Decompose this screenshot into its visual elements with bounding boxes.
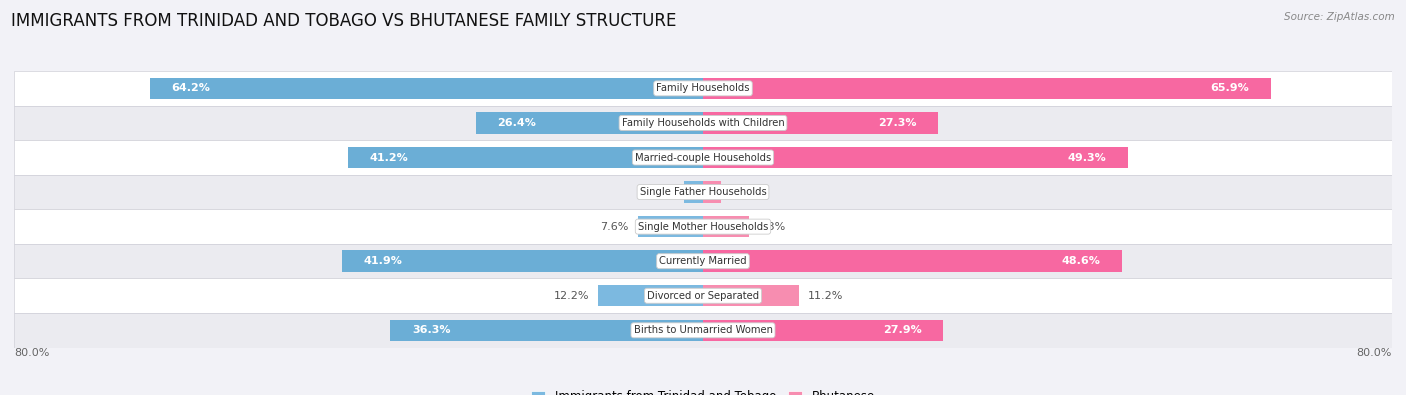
Bar [349,147,703,168]
Bar [703,250,1122,272]
Text: 65.9%: 65.9% [1211,83,1249,93]
FancyBboxPatch shape [14,244,1392,278]
FancyBboxPatch shape [14,209,1392,244]
Text: Married-couple Households: Married-couple Households [636,152,770,162]
Legend: Immigrants from Trinidad and Tobago, Bhutanese: Immigrants from Trinidad and Tobago, Bhu… [531,389,875,395]
Text: 26.4%: 26.4% [498,118,536,128]
Bar [703,285,800,307]
Text: 5.3%: 5.3% [758,222,786,231]
Bar [685,181,703,203]
Text: 49.3%: 49.3% [1067,152,1107,162]
Text: Currently Married: Currently Married [659,256,747,266]
Bar [703,320,943,341]
Text: IMMIGRANTS FROM TRINIDAD AND TOBAGO VS BHUTANESE FAMILY STRUCTURE: IMMIGRANTS FROM TRINIDAD AND TOBAGO VS B… [11,12,676,30]
Text: Births to Unmarried Women: Births to Unmarried Women [634,325,772,335]
Text: Family Households with Children: Family Households with Children [621,118,785,128]
Bar [703,216,748,237]
Text: 64.2%: 64.2% [172,83,211,93]
FancyBboxPatch shape [14,140,1392,175]
Bar [598,285,703,307]
Text: 36.3%: 36.3% [412,325,450,335]
Bar [391,320,703,341]
FancyBboxPatch shape [14,175,1392,209]
Bar [475,112,703,134]
Bar [637,216,703,237]
FancyBboxPatch shape [14,313,1392,348]
Text: 80.0%: 80.0% [1357,348,1392,357]
Text: 41.2%: 41.2% [370,152,409,162]
Text: Divorced or Separated: Divorced or Separated [647,291,759,301]
Text: 27.9%: 27.9% [883,325,922,335]
FancyBboxPatch shape [14,278,1392,313]
Text: Source: ZipAtlas.com: Source: ZipAtlas.com [1284,12,1395,22]
Text: Single Father Households: Single Father Households [640,187,766,197]
Bar [342,250,703,272]
Bar [703,181,721,203]
Text: 2.2%: 2.2% [647,187,675,197]
Text: 41.9%: 41.9% [364,256,402,266]
Text: 80.0%: 80.0% [14,348,49,357]
Text: 7.6%: 7.6% [600,222,628,231]
Text: 2.1%: 2.1% [730,187,758,197]
Text: 27.3%: 27.3% [879,118,917,128]
Bar [703,147,1128,168]
Text: Single Mother Households: Single Mother Households [638,222,768,231]
Text: Family Households: Family Households [657,83,749,93]
FancyBboxPatch shape [14,71,1392,106]
Text: 48.6%: 48.6% [1062,256,1099,266]
Bar [703,112,938,134]
Bar [150,78,703,99]
Text: 11.2%: 11.2% [808,291,844,301]
Bar [703,78,1271,99]
FancyBboxPatch shape [14,106,1392,140]
Text: 12.2%: 12.2% [554,291,589,301]
